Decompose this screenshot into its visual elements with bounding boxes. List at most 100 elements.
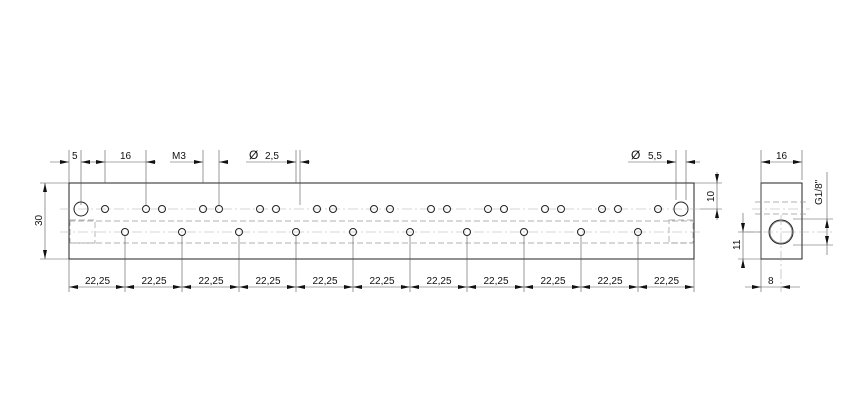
arrowhead: [81, 160, 90, 164]
arrowhead: [572, 285, 581, 289]
dim-port-height: 11: [732, 239, 743, 250]
arrowhead: [781, 285, 790, 289]
dim-thread: M3: [172, 151, 186, 162]
arrowhead: [638, 285, 647, 289]
arrowhead: [515, 285, 524, 289]
arrowhead: [43, 250, 47, 259]
m3-hole: [101, 205, 109, 213]
arrowhead: [287, 285, 296, 289]
outlet-hole: [520, 228, 528, 236]
arrowhead: [715, 209, 719, 218]
dim-hole-pitch: 16: [120, 151, 132, 162]
arrowhead: [230, 285, 239, 289]
arrowhead: [629, 285, 638, 289]
dim-bottom-spacing: 22,25: [598, 276, 623, 287]
mounting-hole-right: [673, 201, 689, 217]
m3-hole: [370, 205, 378, 213]
arrowhead: [685, 285, 694, 289]
dim-bottom-spacing: 22,25: [85, 276, 110, 287]
arrowhead: [146, 160, 155, 164]
drawing-geometry: [40, 150, 833, 292]
m3-hole: [443, 205, 451, 213]
m3-hole: [215, 205, 223, 213]
side-view-labels: 16 G1/8" 11 8: [732, 151, 825, 287]
diameter-symbol-small: Ø: [249, 148, 258, 162]
m3-hole: [158, 205, 166, 213]
arrowhead: [825, 219, 829, 228]
m3-hole: [386, 205, 394, 213]
dim-side-width: 16: [776, 151, 788, 162]
hidden-left-bore: [69, 219, 96, 244]
dim-height: 30: [34, 214, 45, 226]
arrowhead: [353, 285, 362, 289]
arrowhead: [793, 160, 802, 164]
dim-small-hole-diameter: 2,5: [265, 151, 279, 162]
m3-hole: [199, 205, 207, 213]
arrowhead: [239, 285, 248, 289]
m3-hole: [557, 205, 565, 213]
outlet-hole: [634, 228, 642, 236]
outlet-hole: [178, 228, 186, 236]
arrowhead: [524, 285, 533, 289]
m3-hole: [654, 205, 662, 213]
outlet-hole: [577, 228, 585, 236]
arrowhead: [182, 285, 191, 289]
arrowhead: [741, 223, 745, 232]
arrowhead: [761, 160, 770, 164]
dim-bottom-spacing: 22,25: [484, 276, 509, 287]
m3-hole: [541, 205, 549, 213]
arrowhead: [741, 259, 745, 268]
dim-hole-row-offset: 10: [706, 190, 717, 202]
diameter-symbol-large: Ø: [631, 148, 640, 162]
m3-hole: [272, 205, 280, 213]
dim-edge-to-hole: 5: [72, 151, 78, 162]
arrowhead: [116, 285, 125, 289]
arrowhead: [96, 160, 105, 164]
arrowhead: [752, 285, 761, 289]
arrowhead: [825, 236, 829, 245]
dim-bottom-spacing: 22,25: [427, 276, 452, 287]
arrowhead: [60, 160, 69, 164]
outlet-hole: [235, 228, 243, 236]
dim-bottom-spacing: 22,25: [370, 276, 395, 287]
arrowhead: [194, 160, 203, 164]
outlet-hole: [292, 228, 300, 236]
dim-large-hole-diameter: 5,5: [648, 151, 662, 162]
dim-bottom-spacing: 22,25: [256, 276, 281, 287]
m3-hole: [598, 205, 606, 213]
arrowhead: [43, 183, 47, 192]
hidden-right-bore: [668, 219, 694, 244]
arrowhead: [467, 285, 476, 289]
dim-port-offset: 8: [768, 276, 774, 287]
arrowhead: [69, 285, 78, 289]
dim-bottom-spacing: 22,25: [313, 276, 338, 287]
arrowhead: [287, 160, 296, 164]
m3-hole: [329, 205, 337, 213]
m3-hole: [614, 205, 622, 213]
dim-port-thread: G1/8": [814, 179, 825, 205]
arrowhead: [296, 285, 305, 289]
arrowhead: [458, 285, 467, 289]
front-view-labels: 5 16 M3 Ø 2,5 Ø 5,5 30 10 22,25 22,25 22,2…: [34, 148, 717, 287]
arrowhead: [401, 285, 410, 289]
arrowhead: [344, 285, 353, 289]
outlet-hole: [121, 228, 129, 236]
arrowhead: [125, 285, 134, 289]
m3-hole: [142, 205, 150, 213]
m3-hole: [256, 205, 264, 213]
m3-hole: [313, 205, 321, 213]
outlet-hole: [463, 228, 471, 236]
arrowhead: [300, 160, 309, 164]
dim-bottom-spacing: 22,25: [142, 276, 167, 287]
bottom-spacing-labels: 22,25 22,25 22,25 22,25 22,25 22,25 22,25 22,25…: [85, 276, 679, 287]
arrowhead: [667, 160, 676, 164]
arrowhead: [715, 174, 719, 183]
arrowhead: [410, 285, 419, 289]
m3-hole: [484, 205, 492, 213]
dim-bottom-spacing: 22,25: [654, 276, 679, 287]
arrowhead: [219, 160, 228, 164]
outlet-hole: [406, 228, 414, 236]
m3-hole: [500, 205, 508, 213]
dim-bottom-spacing: 22,25: [541, 276, 566, 287]
